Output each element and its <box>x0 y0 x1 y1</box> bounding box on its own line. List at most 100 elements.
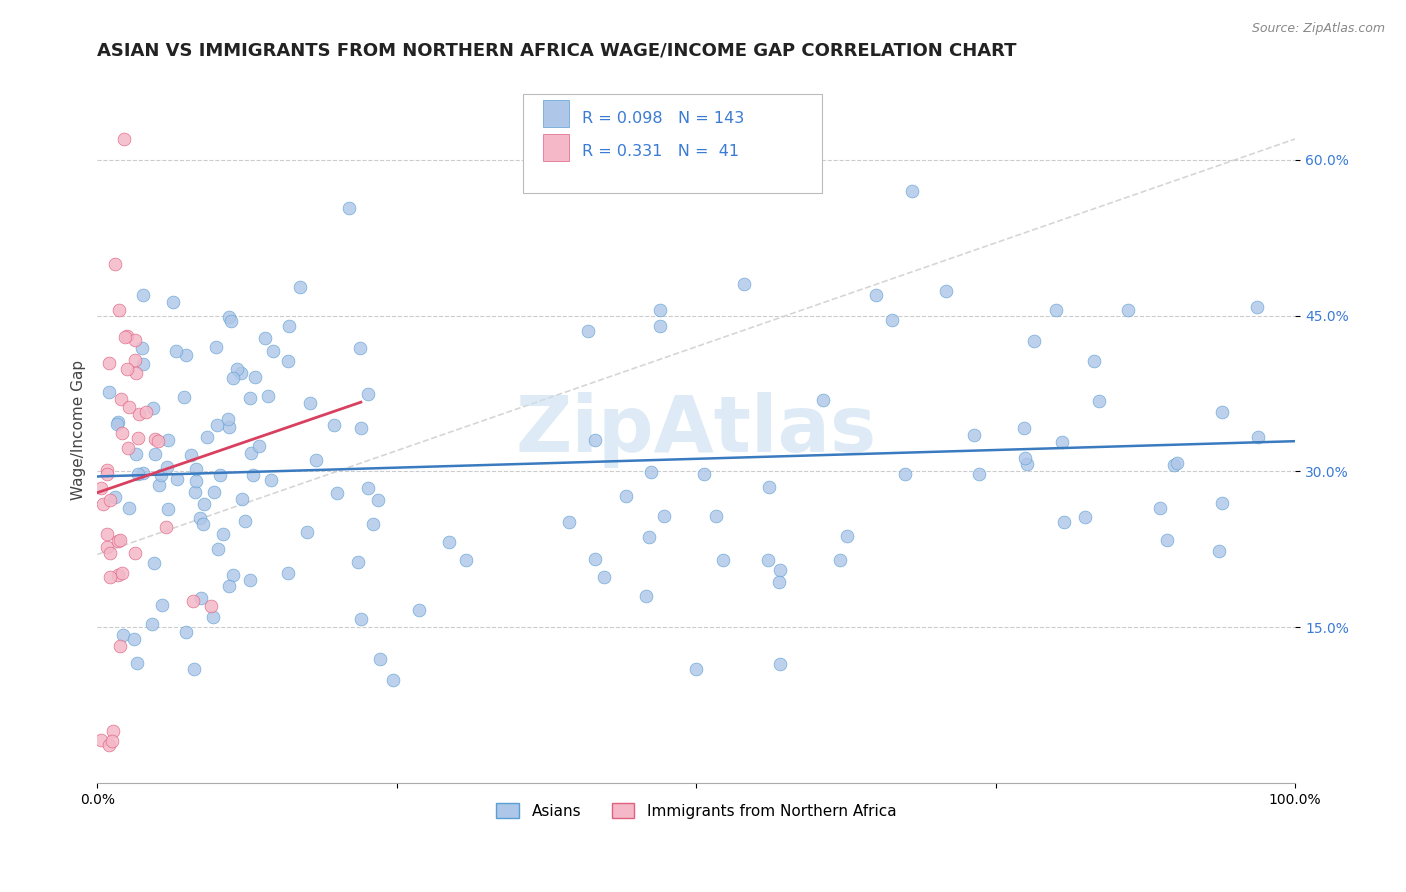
Asians <box>231 492 253 507</box>
Asians <box>233 514 256 528</box>
Asians <box>132 287 155 301</box>
Asians <box>614 489 637 503</box>
Asians <box>640 465 662 479</box>
Immigrants from Northern Africa <box>112 132 135 146</box>
Immigrants from Northern Africa <box>90 481 112 495</box>
Asians <box>290 280 312 294</box>
Asians <box>156 501 179 516</box>
Immigrants from Northern Africa <box>98 356 121 370</box>
Asians <box>183 662 205 676</box>
Asians <box>127 467 149 481</box>
Immigrants from Northern Africa <box>115 362 138 376</box>
Asians <box>583 433 606 447</box>
Immigrants from Northern Africa <box>118 400 141 414</box>
Asians <box>326 486 349 500</box>
Asians <box>583 552 606 566</box>
Asians <box>828 552 851 566</box>
Asians <box>733 277 755 292</box>
Asians <box>357 481 380 495</box>
Asians <box>408 603 430 617</box>
Asians <box>239 391 262 405</box>
Asians <box>1045 303 1067 318</box>
Immigrants from Northern Africa <box>125 366 148 380</box>
Asians <box>217 411 239 425</box>
Asians <box>150 598 173 612</box>
Immigrants from Northern Africa <box>100 570 122 584</box>
Immigrants from Northern Africa <box>98 738 121 752</box>
Asians <box>963 428 986 442</box>
Asians <box>901 184 924 198</box>
Asians <box>361 517 384 532</box>
Asians <box>368 652 391 666</box>
Asians <box>277 566 299 581</box>
Asians <box>1017 457 1039 471</box>
Asians <box>226 362 249 376</box>
Immigrants from Northern Africa <box>91 497 114 511</box>
Text: R = 0.331   N =  41: R = 0.331 N = 41 <box>582 145 740 160</box>
Asians <box>350 420 373 434</box>
Immigrants from Northern Africa <box>114 329 136 343</box>
Asians <box>1149 501 1171 516</box>
Asians <box>132 467 155 481</box>
Asians <box>769 657 792 671</box>
Asians <box>350 612 373 626</box>
Immigrants from Northern Africa <box>117 329 139 343</box>
Immigrants from Northern Africa <box>124 352 146 367</box>
Asians <box>173 391 195 405</box>
Asians <box>127 657 149 671</box>
Asians <box>1014 451 1036 466</box>
Asians <box>208 468 231 483</box>
Asians <box>229 366 252 380</box>
Asians <box>1083 354 1105 368</box>
Immigrants from Northern Africa <box>111 425 134 440</box>
Asians <box>704 508 727 523</box>
Asians <box>299 396 322 410</box>
Immigrants from Northern Africa <box>200 599 222 614</box>
Asians <box>650 303 672 318</box>
Immigrants from Northern Africa <box>111 566 134 580</box>
Immigrants from Northern Africa <box>100 734 122 748</box>
Asians <box>756 552 779 566</box>
Asians <box>297 525 319 540</box>
Asians <box>652 508 675 523</box>
Asians <box>142 401 165 416</box>
Immigrants from Northern Africa <box>155 520 177 534</box>
Asians <box>221 371 243 385</box>
Asians <box>1053 515 1076 529</box>
Asians <box>711 553 734 567</box>
Asians <box>239 573 262 587</box>
Asians <box>131 341 153 355</box>
Asians <box>382 673 405 687</box>
Immigrants from Northern Africa <box>124 334 146 348</box>
Asians <box>456 553 478 567</box>
Legend: Asians, Immigrants from Northern Africa: Asians, Immigrants from Northern Africa <box>491 797 903 825</box>
Asians <box>176 625 198 640</box>
Asians <box>174 348 197 362</box>
Asians <box>1208 544 1230 558</box>
Asians <box>184 475 207 489</box>
Immigrants from Northern Africa <box>110 640 132 654</box>
Immigrants from Northern Africa <box>96 467 118 481</box>
Asians <box>1163 458 1185 473</box>
Asians <box>202 485 225 500</box>
Asians <box>257 389 280 403</box>
Asians <box>650 318 672 333</box>
Asians <box>97 384 120 399</box>
Asians <box>253 330 276 344</box>
Asians <box>437 534 460 549</box>
Immigrants from Northern Africa <box>108 533 131 547</box>
Immigrants from Northern Africa <box>110 392 132 406</box>
Asians <box>207 418 229 433</box>
Asians <box>190 510 212 524</box>
Asians <box>165 343 187 358</box>
Asians <box>247 439 270 453</box>
Asians <box>935 284 957 298</box>
Asians <box>692 467 714 482</box>
Asians <box>125 447 148 461</box>
Asians <box>1074 509 1097 524</box>
Immigrants from Northern Africa <box>181 594 204 608</box>
Asians <box>143 447 166 461</box>
Asians <box>323 417 346 432</box>
Asians <box>305 452 328 467</box>
Asians <box>1247 430 1270 444</box>
